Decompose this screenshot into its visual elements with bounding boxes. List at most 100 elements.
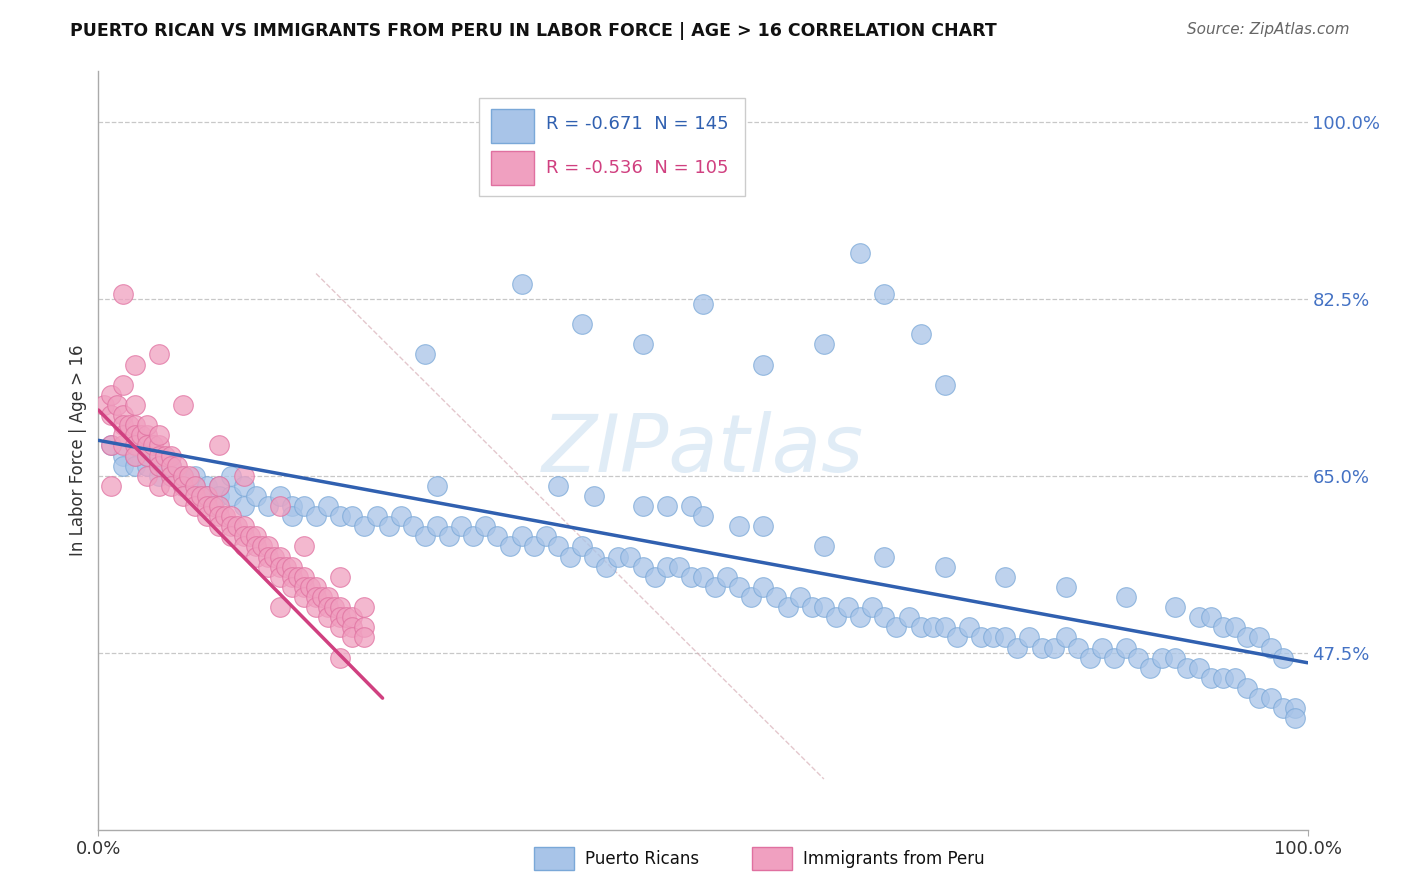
Point <box>704 580 727 594</box>
Point <box>921 620 943 634</box>
Point <box>994 631 1017 645</box>
Point <box>269 600 291 615</box>
Point <box>111 438 134 452</box>
Point <box>274 559 297 574</box>
Point <box>1115 640 1137 655</box>
Point <box>292 580 315 594</box>
Point <box>135 458 157 473</box>
Point <box>571 317 593 331</box>
Point <box>910 327 932 342</box>
Point <box>232 499 254 513</box>
Point <box>135 418 157 433</box>
Point <box>221 509 243 524</box>
Point <box>148 449 170 463</box>
Point <box>93 398 115 412</box>
Point <box>263 549 285 564</box>
Point <box>342 610 364 624</box>
Point <box>256 559 278 574</box>
Point <box>195 489 218 503</box>
Point <box>208 499 231 513</box>
Point <box>232 468 254 483</box>
Point <box>160 458 183 473</box>
Point <box>655 499 678 513</box>
Text: Puerto Ricans: Puerto Ricans <box>585 849 699 868</box>
Point <box>172 479 194 493</box>
Point <box>148 479 170 493</box>
Point <box>558 549 581 564</box>
Point <box>269 570 291 584</box>
Point <box>124 358 146 372</box>
Point <box>353 631 375 645</box>
Point <box>547 540 569 554</box>
Point <box>190 489 212 503</box>
Point <box>1054 580 1077 594</box>
Point <box>1260 640 1282 655</box>
Point <box>1236 631 1258 645</box>
Point <box>232 479 254 493</box>
Point <box>281 580 304 594</box>
Point <box>934 559 956 574</box>
Point <box>1284 701 1306 715</box>
Point <box>837 600 859 615</box>
Point <box>728 580 751 594</box>
Point <box>426 519 449 533</box>
Point <box>934 377 956 392</box>
Point <box>547 479 569 493</box>
Point <box>981 631 1004 645</box>
Point <box>1272 701 1295 715</box>
Point <box>595 559 617 574</box>
Point <box>946 631 969 645</box>
Point <box>679 570 702 584</box>
Point <box>195 479 218 493</box>
Point <box>221 468 243 483</box>
Point <box>716 570 738 584</box>
Point <box>934 620 956 634</box>
Point <box>534 529 557 543</box>
Point <box>873 549 896 564</box>
Point <box>160 468 183 483</box>
Point <box>195 489 218 503</box>
Point <box>111 449 134 463</box>
Point <box>776 600 799 615</box>
Point <box>342 620 364 634</box>
Point <box>1236 681 1258 695</box>
Point <box>571 540 593 554</box>
Point <box>124 398 146 412</box>
Point <box>583 549 606 564</box>
Point <box>292 540 315 554</box>
Point <box>111 286 134 301</box>
Point <box>1152 650 1174 665</box>
Point <box>292 499 315 513</box>
Point <box>329 620 352 634</box>
Point <box>245 489 267 503</box>
Point <box>655 559 678 574</box>
Point <box>172 468 194 483</box>
Point <box>329 650 352 665</box>
Point <box>752 580 775 594</box>
Point <box>752 519 775 533</box>
Point <box>184 479 207 493</box>
Point <box>849 246 872 260</box>
Point <box>329 570 352 584</box>
Point <box>221 529 243 543</box>
Point <box>1212 671 1234 685</box>
Point <box>1042 640 1064 655</box>
Point <box>353 620 375 634</box>
Point <box>316 590 339 604</box>
Point <box>1284 711 1306 725</box>
Point <box>129 428 152 442</box>
Point <box>1018 631 1040 645</box>
Point <box>450 519 472 533</box>
Point <box>1272 650 1295 665</box>
Point <box>135 449 157 463</box>
Point <box>292 570 315 584</box>
Text: ZIPatlas: ZIPatlas <box>541 411 865 490</box>
Point <box>1163 650 1185 665</box>
Point <box>111 458 134 473</box>
Point <box>292 590 315 604</box>
FancyBboxPatch shape <box>492 151 534 186</box>
FancyBboxPatch shape <box>479 98 745 196</box>
Text: Source: ZipAtlas.com: Source: ZipAtlas.com <box>1187 22 1350 37</box>
Point <box>245 529 267 543</box>
Point <box>510 529 533 543</box>
